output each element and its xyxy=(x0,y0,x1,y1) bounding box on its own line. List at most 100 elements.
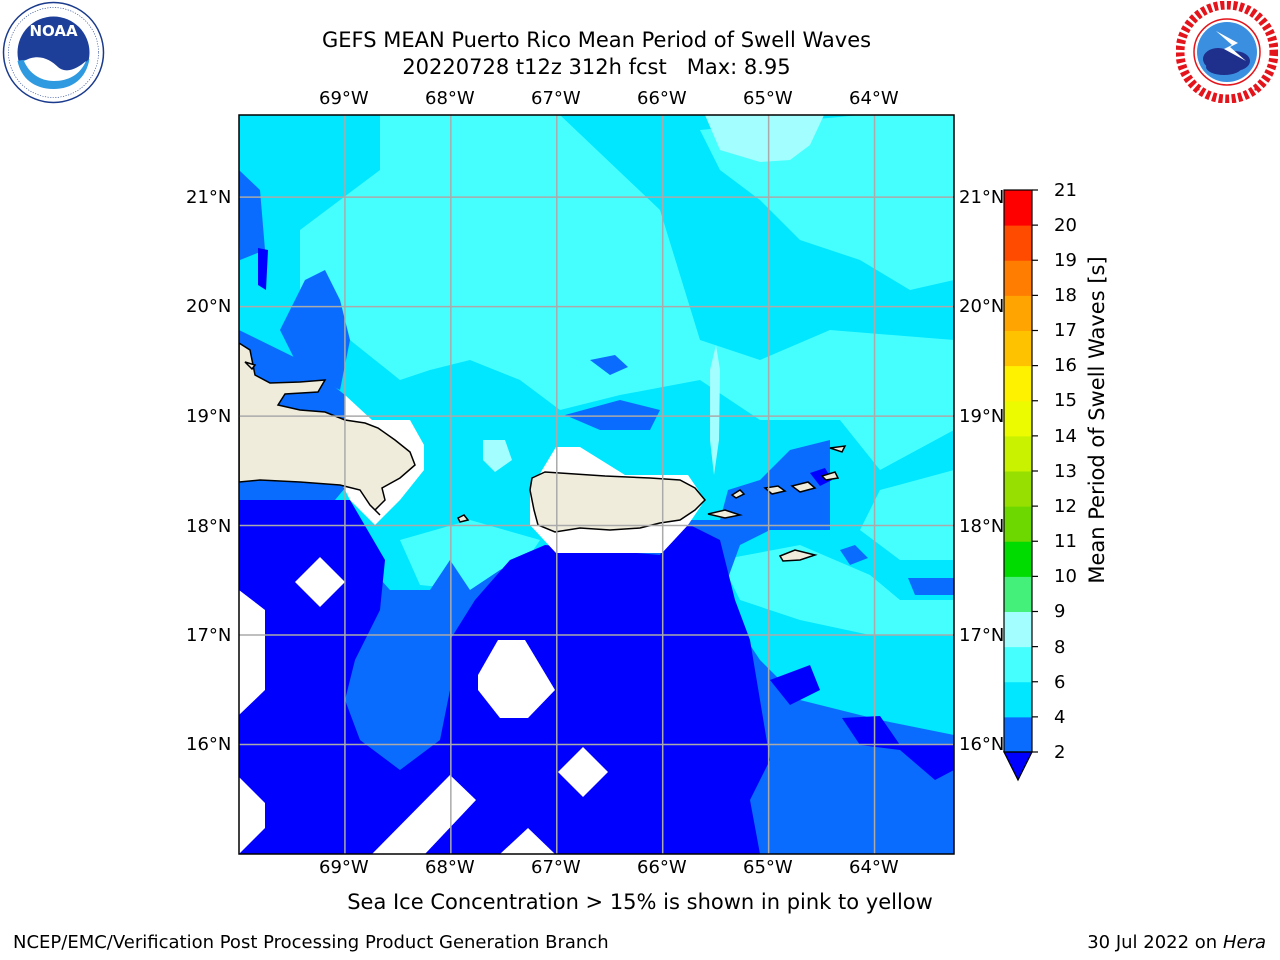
colorbar-tick: 13 xyxy=(1054,461,1077,482)
lat-label-left-19n: 19°N xyxy=(186,406,232,427)
lat-label-left-21n: 21°N xyxy=(186,187,232,208)
lon-label-bottom-65w: 65°W xyxy=(743,857,793,878)
footer-producer: NCEP/EMC/Verification Post Processing Pr… xyxy=(13,932,609,953)
colorbar-tick: 9 xyxy=(1054,601,1066,622)
lat-label-right-19n: 19°N xyxy=(959,406,1005,427)
sea-ice-note: Sea Ice Concentration > 15% is shown in … xyxy=(347,890,933,914)
footer-date: 30 Jul 2022 on Hera xyxy=(1087,932,1266,953)
culebra xyxy=(730,489,746,499)
colorbar-tick: 18 xyxy=(1054,285,1077,306)
colorbar-tick: 21 xyxy=(1054,180,1077,201)
lat-label-left-18n: 18°N xyxy=(186,516,232,537)
colorbar-tick: 2 xyxy=(1054,742,1066,763)
masked-area xyxy=(500,828,555,854)
colorbar-tick: 4 xyxy=(1054,707,1066,728)
colorbar-band xyxy=(1004,611,1032,648)
colorbar-tick: 12 xyxy=(1054,496,1077,517)
colorbar-band xyxy=(1004,190,1032,226)
masked-area xyxy=(558,747,608,797)
noaa-logo: NOAA xyxy=(2,1,105,104)
footer-machine: Hera xyxy=(1222,932,1266,953)
lat-label-right-16n: 16°N xyxy=(959,734,1005,755)
colorbar-tick: 11 xyxy=(1054,531,1077,552)
colorbar-band xyxy=(1004,225,1032,261)
st-john xyxy=(790,481,817,493)
band-2-4s xyxy=(565,400,660,430)
lon-label-top-65w: 65°W xyxy=(743,88,793,109)
band-below-2s xyxy=(842,716,954,780)
lon-label-top-66w: 66°W xyxy=(637,88,687,109)
band-8-9s xyxy=(483,440,512,472)
map-gridlines xyxy=(239,115,954,854)
colorbar-band xyxy=(1004,400,1032,437)
colorbar-tick: 19 xyxy=(1054,250,1077,271)
lat-label-left-16n: 16°N xyxy=(186,734,232,755)
national-weather-service-logo xyxy=(1176,1,1278,103)
lon-label-top-69w: 69°W xyxy=(319,88,369,109)
lon-label-bottom-69w: 69°W xyxy=(319,857,369,878)
masked-area xyxy=(372,775,476,854)
map-title: GEFS MEAN Puerto Rico Mean Period of Swe… xyxy=(321,28,872,52)
anegada xyxy=(829,445,847,453)
colorbar-tick: 17 xyxy=(1054,320,1077,341)
colorbar-band xyxy=(1004,330,1032,367)
mona-island xyxy=(456,514,470,523)
map-subtitle: 20220728 t12z 312h fcst Max: 8.95 xyxy=(402,55,791,79)
lon-label-bottom-66w: 66°W xyxy=(637,857,687,878)
colorbar-band xyxy=(1004,260,1032,296)
colorbar-band xyxy=(1004,435,1032,472)
footer-date-text: 30 Jul 2022 on xyxy=(1087,932,1223,953)
band-8-9s xyxy=(710,345,720,475)
lat-label-right-20n: 20°N xyxy=(959,296,1005,317)
lat-label-left-17n: 17°N xyxy=(186,625,232,646)
st-thomas xyxy=(763,485,787,495)
lat-label-right-17n: 17°N xyxy=(959,625,1005,646)
map-frame xyxy=(238,114,955,855)
colorbar-band xyxy=(1004,506,1032,542)
swell-period-contours xyxy=(239,115,954,854)
lon-label-bottom-64w: 64°W xyxy=(849,857,899,878)
band-below-2s xyxy=(258,248,268,290)
colorbar-under-triangle xyxy=(1003,751,1033,782)
colorbar-tick: 16 xyxy=(1054,355,1077,376)
lon-label-bottom-68w: 68°W xyxy=(425,857,475,878)
colorbar-tick: 15 xyxy=(1054,390,1077,411)
hispaniola xyxy=(239,342,416,516)
colorbar-band xyxy=(1004,576,1032,612)
lat-label-right-21n: 21°N xyxy=(959,187,1005,208)
band-2-4s xyxy=(840,545,868,565)
island xyxy=(244,361,257,371)
colorbar-tick: 8 xyxy=(1054,637,1066,658)
lon-label-bottom-67w: 67°W xyxy=(531,857,581,878)
vieques xyxy=(707,509,743,519)
band-6-8s xyxy=(860,470,954,560)
colorbar-label: Mean Period of Swell Waves [s] xyxy=(1085,256,1109,584)
band-2-4s xyxy=(590,355,628,375)
colorbar-band xyxy=(1004,716,1032,753)
colorbar-band xyxy=(1004,295,1032,331)
masked-area xyxy=(239,777,265,854)
band-6-8s xyxy=(300,115,954,470)
colorbar-tick: 6 xyxy=(1054,672,1066,693)
lon-label-top-64w: 64°W xyxy=(849,88,899,109)
lon-label-top-68w: 68°W xyxy=(425,88,475,109)
colorbar-band xyxy=(1004,541,1032,577)
colorbar-band xyxy=(1004,365,1032,402)
band-below-2s xyxy=(770,665,820,705)
colorbar-tick: 20 xyxy=(1054,215,1077,236)
masked-area xyxy=(478,640,555,718)
band-below-2s xyxy=(810,468,832,486)
band-2-4s xyxy=(908,578,954,595)
colorbar-band xyxy=(1004,681,1032,718)
noaa-logo-text: NOAA xyxy=(29,22,78,40)
lat-label-left-20n: 20°N xyxy=(186,296,232,317)
band-8-9s xyxy=(705,115,824,162)
st-croix xyxy=(778,549,818,562)
colorbar-band xyxy=(1004,471,1032,507)
band-6-8s xyxy=(720,545,954,635)
lat-label-right-18n: 18°N xyxy=(959,516,1005,537)
colorbar-tick: 14 xyxy=(1054,426,1077,447)
masked-area xyxy=(295,557,345,607)
